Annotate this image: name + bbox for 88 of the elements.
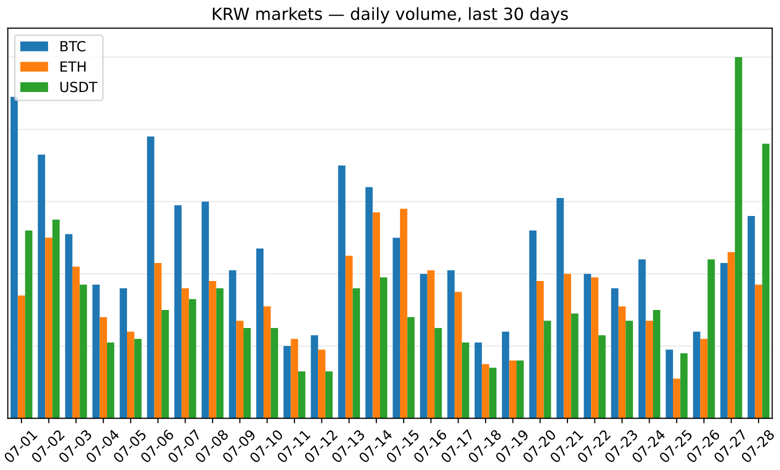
bar [120,288,128,418]
bar [544,320,552,418]
bar [182,288,189,418]
bar [420,274,428,418]
bar [345,256,353,418]
bar [100,317,107,418]
bar [264,306,271,418]
bar [72,266,80,418]
bar [80,284,87,418]
bar [748,216,755,418]
bar [298,371,306,418]
bar [700,338,708,418]
bar [270,328,278,418]
bar [447,270,455,418]
legend-label: BTC [60,40,86,52]
bar [228,270,236,418]
bar [673,378,680,418]
bar [591,277,598,418]
bar [474,342,482,418]
bar [400,208,408,418]
chart-title: KRW markets — daily volume, last 30 days [212,7,568,24]
bar [325,371,333,418]
bar [372,212,380,418]
bar [598,335,606,418]
bar [380,277,388,418]
bar [318,350,326,418]
bar [529,230,537,418]
bar [734,57,742,418]
bar [154,262,162,418]
bar [216,288,224,418]
bar [310,335,318,418]
bar [236,320,244,418]
legend-label: ETH [60,62,86,72]
bar [338,165,346,418]
bar [392,238,400,418]
bar [618,306,626,418]
bar [720,262,728,418]
bar [626,320,633,418]
bar [92,284,100,418]
bar [25,230,32,418]
bar [680,353,688,418]
bar [38,154,46,418]
bar [365,187,373,418]
bar [52,220,60,418]
bar [202,202,209,418]
bar [256,248,264,418]
bar [290,338,298,418]
bar [147,136,154,418]
bar [454,292,462,418]
bar [10,96,18,418]
bar [134,338,142,418]
bar [127,332,134,418]
bar [509,360,516,418]
bar [564,274,572,418]
bar [65,234,72,418]
bar [482,364,490,418]
bar [652,310,660,418]
bar [516,360,524,418]
bar [188,299,196,418]
bar [584,274,592,418]
bar [284,346,291,418]
bar [18,295,26,418]
bar [208,281,216,418]
bar [666,350,674,418]
bar [536,281,544,418]
bar [45,238,52,418]
bar [427,270,435,418]
bar [106,342,114,418]
bar [646,320,653,418]
bar [754,284,762,418]
bar [708,259,715,418]
bar [434,328,442,418]
bar [407,317,415,418]
bar [489,368,496,418]
bar [462,342,470,418]
bar [502,332,510,418]
bar [611,288,618,418]
legend-label: USDT [60,82,98,92]
bar [162,310,169,418]
bar [762,144,770,418]
bar [243,328,251,418]
bar [352,288,360,418]
bar [556,198,564,418]
bar [571,314,578,418]
bar [728,252,735,418]
bar [693,332,700,418]
bar [174,205,182,418]
bar [638,259,646,418]
